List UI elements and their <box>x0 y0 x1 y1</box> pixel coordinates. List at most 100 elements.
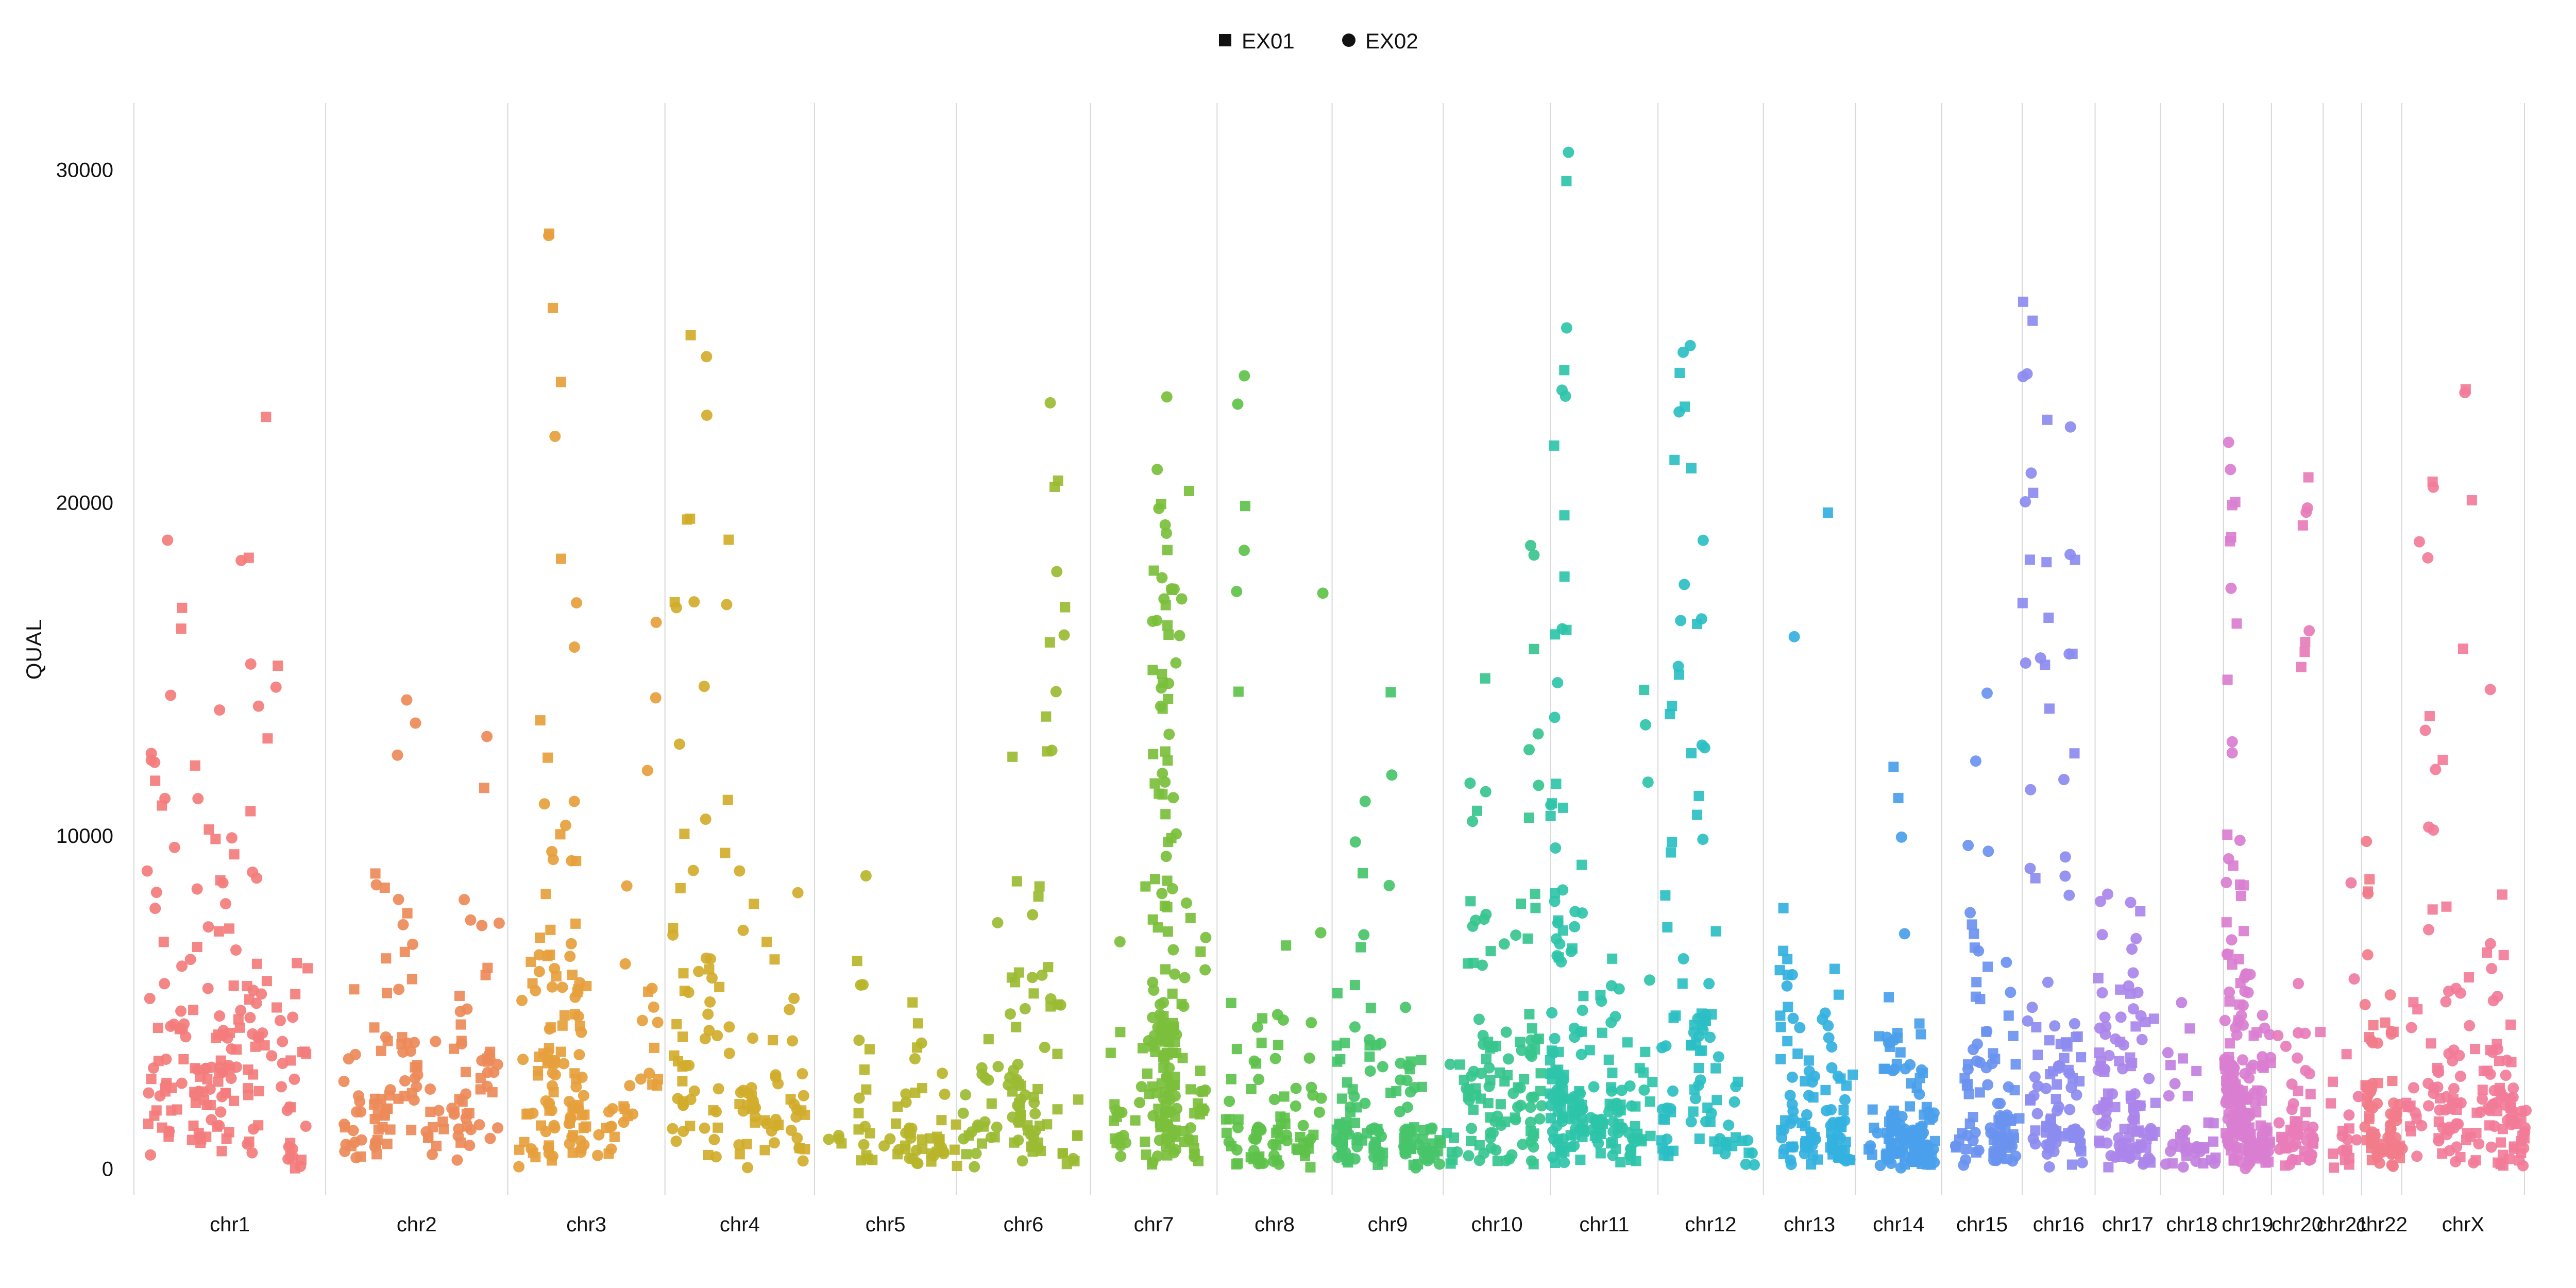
data-point <box>1026 1142 1037 1152</box>
data-point <box>1405 1086 1416 1097</box>
data-point <box>1551 950 1563 961</box>
data-point <box>1386 769 1398 781</box>
data-point <box>1156 572 1167 583</box>
data-point <box>621 880 633 892</box>
data-point <box>1689 1020 1700 1030</box>
data-point <box>438 1124 449 1134</box>
data-point <box>784 1004 795 1015</box>
data-point <box>1516 899 1526 909</box>
data-point <box>703 1150 714 1160</box>
data-point <box>348 1125 359 1136</box>
data-point <box>761 937 772 947</box>
data-point <box>2234 954 2244 964</box>
data-point <box>380 1109 390 1120</box>
data-point <box>1973 945 1984 957</box>
data-point <box>1315 927 1327 938</box>
data-point <box>1794 1022 1805 1033</box>
data-point <box>1195 1107 1205 1117</box>
data-point <box>1547 1090 1558 1101</box>
data-point <box>1149 778 1160 789</box>
data-point <box>2069 1018 2080 1029</box>
data-point <box>699 1123 710 1134</box>
data-point <box>1674 368 1685 378</box>
data-point <box>678 1096 688 1107</box>
data-point <box>2070 555 2080 565</box>
data-point <box>1688 1107 1699 1117</box>
data-point <box>2408 1082 2419 1093</box>
data-point <box>2387 1076 2397 1086</box>
data-point <box>2077 1157 2088 1168</box>
data-point <box>642 765 653 776</box>
data-point <box>1547 1074 1557 1084</box>
data-point <box>2009 1133 2019 1143</box>
data-point <box>168 1019 179 1030</box>
legend-marker-circle-icon <box>1342 33 1355 47</box>
data-point <box>1558 803 1568 813</box>
data-point <box>2165 1060 2176 1070</box>
data-point <box>481 731 493 742</box>
data-point <box>176 1078 188 1089</box>
data-point <box>1167 989 1178 999</box>
data-point <box>1569 1023 1580 1034</box>
data-point <box>2031 1022 2041 1032</box>
data-point <box>2029 1071 2041 1082</box>
data-point <box>539 798 550 809</box>
data-point <box>2129 1088 2141 1099</box>
data-point <box>909 1053 921 1064</box>
data-point <box>1014 1101 1025 1111</box>
data-point <box>566 938 577 950</box>
data-point <box>1200 932 1211 943</box>
data-point <box>1045 637 1055 648</box>
data-point <box>2293 978 2304 989</box>
data-point <box>650 692 662 703</box>
data-point <box>1395 1074 1406 1086</box>
data-point <box>301 1049 311 1059</box>
data-point <box>535 715 546 725</box>
data-point <box>523 1109 534 1119</box>
data-point <box>723 1021 735 1032</box>
x-facet-label: chr7 <box>1134 1213 1174 1236</box>
data-point <box>734 865 745 876</box>
x-facet-label: chr16 <box>2033 1213 2084 1236</box>
data-point <box>340 1139 351 1150</box>
data-point <box>231 1044 242 1055</box>
data-point <box>1665 709 1675 719</box>
data-point <box>723 795 733 805</box>
data-point <box>1551 1120 1563 1131</box>
data-point <box>1335 1054 1345 1064</box>
y-tick-label: 30000 <box>56 159 113 181</box>
data-point <box>1667 1086 1679 1097</box>
data-point <box>1550 888 1560 899</box>
data-point <box>2107 1088 2118 1099</box>
data-point <box>734 1099 744 1109</box>
data-point <box>549 1087 559 1097</box>
data-point <box>1527 1023 1537 1033</box>
data-point <box>2423 1100 2434 1111</box>
data-point <box>400 947 410 957</box>
y-tick-label: 10000 <box>56 825 113 848</box>
data-point <box>1445 1059 1456 1070</box>
data-point <box>2052 1079 2062 1090</box>
data-point <box>2176 997 2187 1008</box>
data-point <box>859 1121 871 1132</box>
data-point <box>2397 1143 2408 1155</box>
data-point <box>1500 1116 1510 1127</box>
data-point <box>1147 977 1158 988</box>
data-point <box>2337 1126 2348 1136</box>
data-point <box>2223 950 2233 960</box>
data-point <box>624 1080 635 1091</box>
data-point <box>1489 1116 1501 1127</box>
data-point <box>2010 1085 2020 1095</box>
data-point <box>791 1132 803 1144</box>
data-point <box>2041 1139 2053 1150</box>
data-point <box>1838 1153 1849 1164</box>
manhattan-scatter-chart: 0100002000030000QUALchr1chr2chr3chr4chr5… <box>0 0 2576 1288</box>
data-point <box>1640 719 1651 731</box>
data-point <box>1841 1080 1852 1091</box>
data-point <box>2486 963 2497 974</box>
data-point <box>742 1088 754 1099</box>
data-point <box>2115 1011 2127 1023</box>
data-point <box>1011 1022 1021 1032</box>
data-point <box>579 1110 589 1120</box>
data-point <box>2411 1150 2422 1162</box>
